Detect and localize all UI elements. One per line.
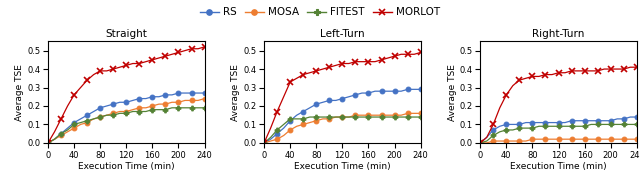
Y-axis label: Average TSE: Average TSE (15, 64, 24, 121)
Title: Right-Turn: Right-Turn (532, 29, 585, 39)
X-axis label: Execution Time (min): Execution Time (min) (78, 162, 175, 171)
X-axis label: Execution Time (min): Execution Time (min) (510, 162, 607, 171)
Title: Straight: Straight (106, 29, 147, 39)
X-axis label: Execution Time (min): Execution Time (min) (294, 162, 390, 171)
Legend: RS, MOSA, FITEST, MORLOT: RS, MOSA, FITEST, MORLOT (196, 3, 444, 22)
Y-axis label: Average TSE: Average TSE (447, 64, 456, 121)
Y-axis label: Average TSE: Average TSE (232, 64, 241, 121)
Title: Left-Turn: Left-Turn (320, 29, 365, 39)
